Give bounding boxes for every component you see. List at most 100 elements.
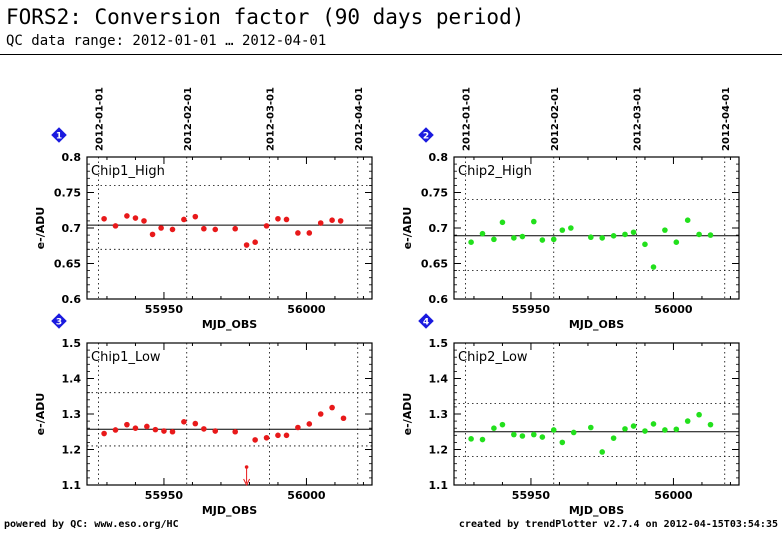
y-tick-label: 0.6	[429, 293, 449, 306]
x-axis-label: MJD_OBS	[202, 504, 257, 517]
data-point	[479, 436, 486, 443]
y-tick-label: 1.5	[62, 337, 82, 350]
panel-number: 3	[56, 318, 62, 328]
y-axis-label: e-/ADU	[401, 207, 414, 250]
data-point	[642, 428, 648, 434]
data-point	[263, 434, 270, 441]
data-point	[295, 424, 301, 431]
data-point	[610, 233, 617, 239]
y-tick-label: 0.8	[429, 151, 449, 164]
data-point	[684, 217, 691, 223]
y-tick-label: 0.65	[54, 258, 81, 271]
data-point	[201, 426, 207, 432]
data-point	[568, 225, 574, 231]
data-point	[559, 439, 566, 446]
data-point	[588, 424, 594, 431]
data-point	[112, 427, 119, 433]
data-point	[491, 425, 497, 432]
x-tick-label: 56000	[654, 489, 693, 502]
x-tick-label: 55950	[145, 303, 184, 316]
data-point	[252, 437, 258, 443]
data-point	[662, 227, 668, 233]
data-point	[181, 419, 187, 425]
data-point	[599, 449, 605, 455]
data-point	[499, 421, 506, 428]
y-tick-label: 1.1	[62, 479, 82, 492]
data-point	[696, 411, 702, 418]
x-tick-label: 55950	[512, 489, 551, 502]
data-point	[337, 218, 344, 224]
y-tick-label: 0.6	[62, 293, 82, 306]
panel-number: 2	[423, 132, 429, 142]
data-point	[169, 428, 176, 435]
data-point	[340, 415, 347, 422]
data-point	[642, 241, 648, 248]
page-title: FORS2: Conversion factor (90 days period…	[6, 5, 525, 29]
y-tick-label: 1.1	[429, 479, 449, 492]
data-point	[610, 435, 617, 441]
x-axis-label: MJD_OBS	[202, 318, 257, 331]
data-point	[306, 230, 313, 236]
y-tick-label: 1.4	[62, 373, 82, 386]
data-point	[169, 226, 176, 233]
data-point	[650, 421, 657, 427]
panel-number-badge	[418, 127, 434, 143]
data-point	[519, 233, 526, 240]
y-tick-label: 1.4	[429, 373, 449, 386]
data-point	[684, 418, 691, 424]
data-point	[630, 423, 637, 429]
x-tick-label: 55950	[512, 303, 551, 316]
data-point	[550, 427, 557, 433]
panel-number: 4	[423, 318, 429, 328]
data-point	[662, 427, 668, 433]
data-point	[181, 216, 187, 223]
y-tick-label: 0.8	[62, 151, 82, 164]
y-tick-label: 0.75	[54, 187, 81, 200]
panel-title: Chip1_Low	[91, 350, 161, 365]
data-point	[531, 431, 537, 438]
data-point	[132, 215, 139, 221]
panel-title: Chip2_Low	[458, 350, 528, 365]
data-point	[158, 225, 164, 231]
date-marker-label: 2012-02-01	[183, 87, 194, 151]
data-point	[650, 264, 657, 270]
data-point	[468, 239, 474, 245]
x-tick-label: 56000	[287, 303, 326, 316]
data-point	[696, 231, 702, 238]
date-marker-label: 2012-02-01	[550, 87, 561, 151]
data-point	[329, 404, 335, 411]
data-point	[161, 428, 167, 434]
y-tick-label: 1.3	[429, 408, 449, 421]
y-axis-label: e-/ADU	[34, 207, 47, 250]
data-point	[275, 215, 281, 222]
title-divider	[0, 54, 782, 55]
data-point	[212, 428, 219, 434]
data-point	[539, 237, 546, 243]
data-point	[491, 236, 497, 243]
y-axis-label: e-/ADU	[401, 393, 414, 436]
x-axis-label: MJD_OBS	[569, 504, 624, 517]
x-axis-label: MJD_OBS	[569, 318, 624, 331]
data-point	[622, 426, 628, 432]
y-tick-label: 0.7	[62, 222, 82, 235]
y-axis-label: e-/ADU	[34, 393, 47, 436]
data-point	[599, 235, 605, 241]
data-point	[101, 215, 107, 222]
panel-title: Chip1_High	[91, 164, 165, 179]
data-point	[707, 421, 714, 428]
y-tick-label: 1.2	[62, 444, 82, 457]
x-tick-label: 56000	[287, 489, 326, 502]
footer-created-by: created by trendPlotter v2.7.4 on 2012-0…	[458, 519, 778, 530]
data-point	[295, 230, 301, 236]
date-marker-label: 2012-03-01	[265, 87, 276, 151]
outlier-arrow-head	[243, 478, 251, 487]
data-point	[673, 239, 680, 245]
data-point	[550, 236, 557, 243]
data-point	[570, 429, 577, 436]
data-point	[306, 421, 313, 427]
footer-powered-by: powered by QC: www.eso.org/HC	[4, 519, 179, 530]
data-point	[531, 218, 537, 225]
data-point	[243, 242, 250, 248]
x-tick-label: 56000	[654, 303, 693, 316]
y-tick-label: 1.2	[429, 444, 449, 457]
